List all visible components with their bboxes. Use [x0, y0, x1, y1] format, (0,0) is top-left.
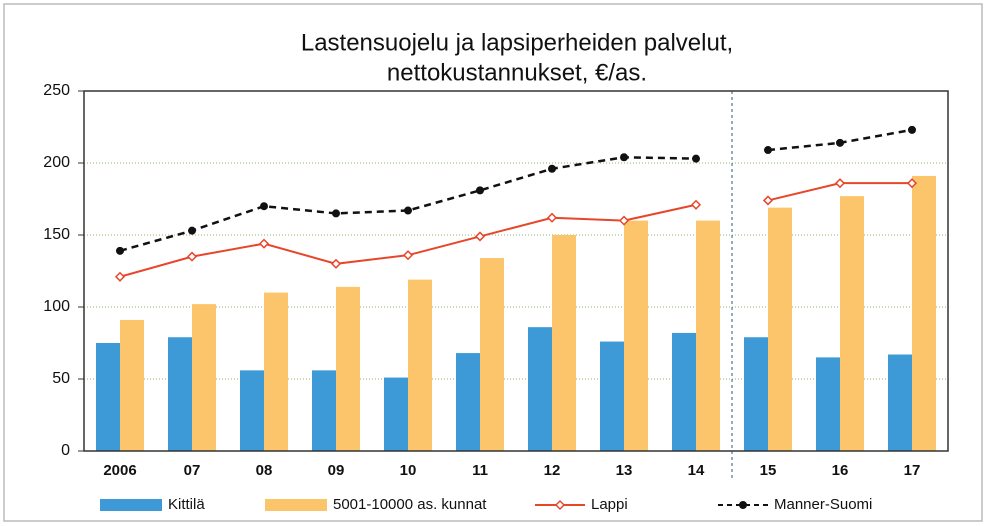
y-tick-label: 50	[52, 370, 70, 387]
legend-marker	[554, 499, 566, 511]
bar	[600, 341, 624, 451]
bar	[312, 370, 336, 451]
x-tick-label: 11	[472, 462, 488, 479]
x-tick-label: 10	[400, 462, 417, 479]
legend-label: Lappi	[591, 496, 628, 513]
legend-label: 5001-10000 as. kunnat	[333, 496, 487, 513]
line-marker	[548, 164, 556, 173]
y-tick-label: 100	[43, 298, 70, 315]
line-marker	[402, 250, 414, 261]
line-marker	[762, 195, 774, 206]
bar	[168, 337, 192, 451]
bar	[744, 337, 768, 451]
bar	[816, 357, 840, 451]
bar	[456, 353, 480, 451]
x-tick-label: 12	[544, 462, 561, 479]
bar	[384, 377, 408, 451]
line-marker	[476, 186, 484, 195]
x-tick-label: 09	[328, 462, 345, 479]
y-tick-label: 250	[43, 82, 70, 99]
x-tick-label: 13	[616, 462, 633, 479]
y-tick-label: 0	[61, 442, 70, 459]
line-marker	[332, 209, 340, 218]
legend-marker	[739, 501, 747, 509]
line-marker	[836, 138, 844, 147]
line-marker	[764, 146, 772, 155]
line-marker	[114, 271, 126, 282]
line-marker	[618, 215, 630, 226]
bar	[696, 220, 720, 451]
line	[119, 155, 697, 253]
line-marker	[692, 154, 700, 163]
plot-area	[84, 91, 948, 451]
bar	[120, 319, 144, 451]
line-marker	[330, 258, 342, 269]
bar	[840, 196, 864, 451]
x-tick-label: 2006	[103, 462, 136, 479]
bar	[672, 332, 696, 451]
x-tick-label: 14	[688, 462, 705, 479]
bar	[768, 207, 792, 451]
x-tick-label: 07	[184, 462, 201, 479]
y-tick-label: 200	[43, 154, 70, 171]
bar	[408, 279, 432, 451]
line-marker	[260, 202, 268, 211]
line-marker	[546, 212, 558, 223]
x-tick-label: 08	[256, 462, 273, 479]
bar	[264, 292, 288, 451]
x-tick-label: 15	[760, 462, 777, 479]
bar	[912, 175, 936, 451]
line-marker	[404, 206, 412, 215]
bar	[192, 304, 216, 451]
line-marker	[188, 226, 196, 235]
line-marker	[690, 199, 702, 210]
plot-border	[83, 90, 949, 452]
x-tick-label: 16	[832, 462, 849, 479]
line-marker	[116, 246, 124, 255]
line-marker	[186, 251, 198, 262]
x-tick-label: 17	[904, 462, 921, 479]
bar	[552, 235, 576, 451]
legend-swatch	[265, 499, 327, 511]
line-marker	[908, 125, 916, 134]
y-tick-label: 150	[43, 226, 70, 243]
line-marker	[906, 178, 918, 189]
bar	[624, 220, 648, 451]
line-marker	[620, 153, 628, 162]
bar	[336, 286, 360, 451]
line-marker	[258, 238, 270, 249]
bar	[240, 370, 264, 451]
bar	[96, 343, 120, 451]
bar	[480, 258, 504, 451]
legend-swatch	[100, 499, 162, 511]
bar	[528, 327, 552, 451]
line-marker	[834, 178, 846, 189]
chart-title: nettokustannukset, €/as.	[387, 59, 647, 86]
bar	[888, 354, 912, 451]
legend-label: Manner-Suomi	[774, 496, 872, 513]
chart-title: Lastensuojelu ja lapsiperheiden palvelut…	[301, 29, 733, 56]
line-marker	[474, 231, 486, 242]
legend-label: Kittilä	[168, 496, 205, 513]
